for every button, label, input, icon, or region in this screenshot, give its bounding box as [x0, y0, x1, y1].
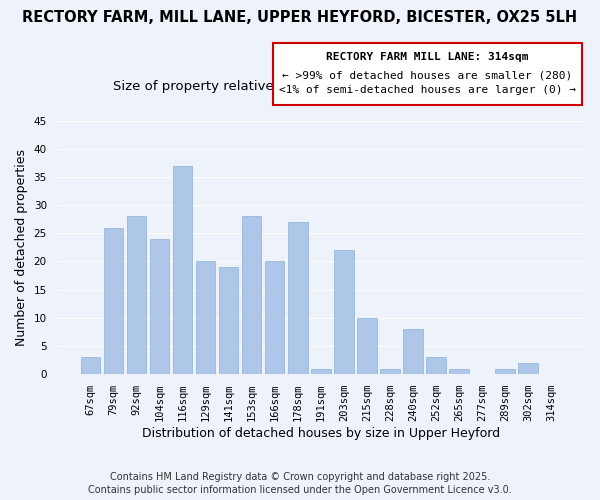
Bar: [518, 363, 538, 374]
Bar: [496, 368, 515, 374]
Bar: [449, 368, 469, 374]
Bar: [173, 166, 193, 374]
Text: RECTORY FARM MILL LANE: 314sqm: RECTORY FARM MILL LANE: 314sqm: [326, 52, 529, 62]
Bar: [311, 368, 331, 374]
Bar: [127, 216, 146, 374]
Text: Contains public sector information licensed under the Open Government Licence v3: Contains public sector information licen…: [88, 485, 512, 495]
Bar: [80, 358, 100, 374]
Bar: [357, 318, 377, 374]
Bar: [334, 250, 353, 374]
Bar: [288, 222, 308, 374]
Bar: [265, 262, 284, 374]
Bar: [426, 358, 446, 374]
X-axis label: Distribution of detached houses by size in Upper Heyford: Distribution of detached houses by size …: [142, 427, 500, 440]
Bar: [104, 228, 123, 374]
Text: ← >99% of detached houses are smaller (280): ← >99% of detached houses are smaller (2…: [283, 70, 572, 80]
Text: <1% of semi-detached houses are larger (0) →: <1% of semi-detached houses are larger (…: [279, 85, 576, 95]
Bar: [219, 267, 238, 374]
Text: Contains HM Land Registry data © Crown copyright and database right 2025.: Contains HM Land Registry data © Crown c…: [110, 472, 490, 482]
Bar: [242, 216, 262, 374]
Bar: [403, 329, 423, 374]
Bar: [380, 368, 400, 374]
Title: Size of property relative to detached houses in Upper Heyford: Size of property relative to detached ho…: [113, 80, 528, 93]
Text: RECTORY FARM, MILL LANE, UPPER HEYFORD, BICESTER, OX25 5LH: RECTORY FARM, MILL LANE, UPPER HEYFORD, …: [22, 10, 578, 25]
Bar: [149, 239, 169, 374]
Y-axis label: Number of detached properties: Number of detached properties: [15, 149, 28, 346]
Bar: [196, 262, 215, 374]
